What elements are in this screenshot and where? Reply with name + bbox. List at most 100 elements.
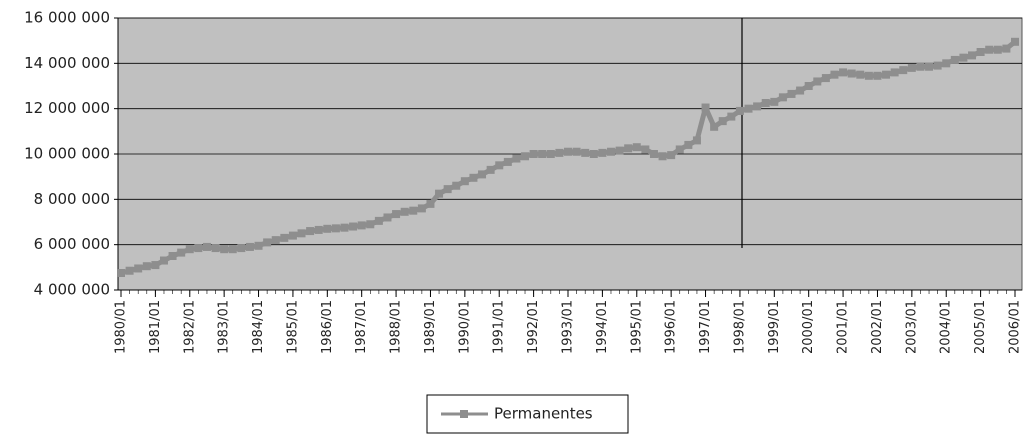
marker — [847, 69, 856, 78]
x-tick-label: 2005/01 — [973, 300, 988, 354]
marker — [976, 48, 985, 56]
marker — [598, 148, 607, 157]
x-tick-label: 1992/01 — [526, 300, 541, 354]
marker — [237, 244, 246, 253]
marker — [349, 222, 358, 231]
marker — [606, 147, 615, 156]
marker — [641, 145, 650, 154]
marker — [813, 77, 822, 86]
marker — [1011, 37, 1019, 46]
marker — [125, 266, 134, 275]
x-tick-label: 1993/01 — [561, 300, 576, 354]
marker — [134, 264, 143, 273]
marker — [220, 245, 229, 254]
marker — [202, 242, 211, 251]
marker — [692, 136, 701, 145]
marker — [727, 112, 736, 121]
x-tick-label: 1991/01 — [492, 300, 507, 354]
legend-marker — [460, 410, 468, 418]
marker — [142, 262, 151, 271]
marker — [624, 144, 633, 153]
marker — [718, 117, 727, 126]
marker — [864, 71, 873, 80]
marker — [512, 154, 521, 163]
marker — [649, 150, 658, 158]
marker — [907, 63, 916, 72]
y-tick-label: 12 000 000 — [24, 99, 110, 117]
marker — [890, 68, 899, 77]
marker — [916, 62, 925, 71]
marker — [873, 71, 882, 80]
marker — [529, 150, 538, 158]
marker — [572, 147, 581, 156]
marker — [314, 225, 323, 234]
x-tick-label: 1994/01 — [595, 300, 610, 354]
marker — [426, 199, 435, 208]
marker — [452, 181, 461, 190]
marker — [435, 189, 444, 198]
marker — [366, 220, 375, 229]
marker — [443, 185, 452, 194]
marker — [185, 245, 194, 254]
marker — [460, 177, 469, 186]
x-tick-label: 1986/01 — [320, 300, 335, 354]
marker — [245, 242, 254, 251]
x-tick-label: 1996/01 — [664, 300, 679, 354]
marker — [521, 152, 530, 161]
marker — [632, 143, 641, 152]
marker — [744, 104, 753, 113]
marker — [409, 206, 418, 215]
marker — [288, 231, 297, 240]
marker — [985, 45, 994, 54]
marker — [331, 224, 340, 233]
marker — [194, 244, 203, 253]
marker — [942, 59, 951, 68]
marker — [228, 245, 237, 254]
marker — [778, 93, 787, 102]
marker — [787, 89, 796, 98]
marker — [495, 161, 504, 170]
marker — [271, 236, 280, 245]
marker — [555, 148, 564, 157]
legend-label: Permanentes — [494, 405, 593, 423]
x-tick-label: 2003/01 — [904, 300, 919, 354]
marker — [564, 147, 572, 156]
marker — [581, 148, 590, 157]
marker — [469, 173, 478, 182]
marker — [478, 170, 487, 179]
marker — [340, 223, 349, 232]
x-tick-label: 1999/01 — [767, 300, 782, 354]
marker — [959, 53, 968, 62]
marker — [546, 150, 555, 158]
marker — [804, 82, 813, 90]
marker — [117, 269, 125, 277]
marker — [383, 213, 392, 222]
marker — [323, 224, 332, 233]
marker — [503, 157, 512, 166]
marker — [159, 256, 168, 265]
marker — [392, 210, 401, 219]
marker — [821, 74, 830, 83]
marker — [882, 70, 891, 79]
x-tick-label: 1989/01 — [423, 300, 438, 354]
marker — [667, 151, 676, 160]
x-tick-label: 2000/01 — [801, 300, 816, 354]
x-tick-label: 2006/01 — [1008, 300, 1023, 354]
marker — [589, 150, 598, 158]
x-tick-label: 2002/01 — [870, 300, 885, 354]
marker — [615, 146, 624, 155]
marker — [761, 99, 770, 107]
marker — [675, 145, 684, 154]
x-tick-label: 1983/01 — [217, 300, 232, 354]
marker — [839, 68, 848, 77]
x-tick-label: 1981/01 — [148, 300, 163, 354]
y-tick-label: 16 000 000 — [24, 9, 110, 27]
marker — [899, 66, 908, 75]
marker — [306, 227, 315, 236]
marker — [177, 248, 186, 257]
x-tick-label: 1997/01 — [698, 300, 713, 354]
marker — [1002, 44, 1011, 53]
marker — [710, 122, 719, 131]
marker — [684, 140, 693, 149]
marker — [486, 165, 495, 174]
